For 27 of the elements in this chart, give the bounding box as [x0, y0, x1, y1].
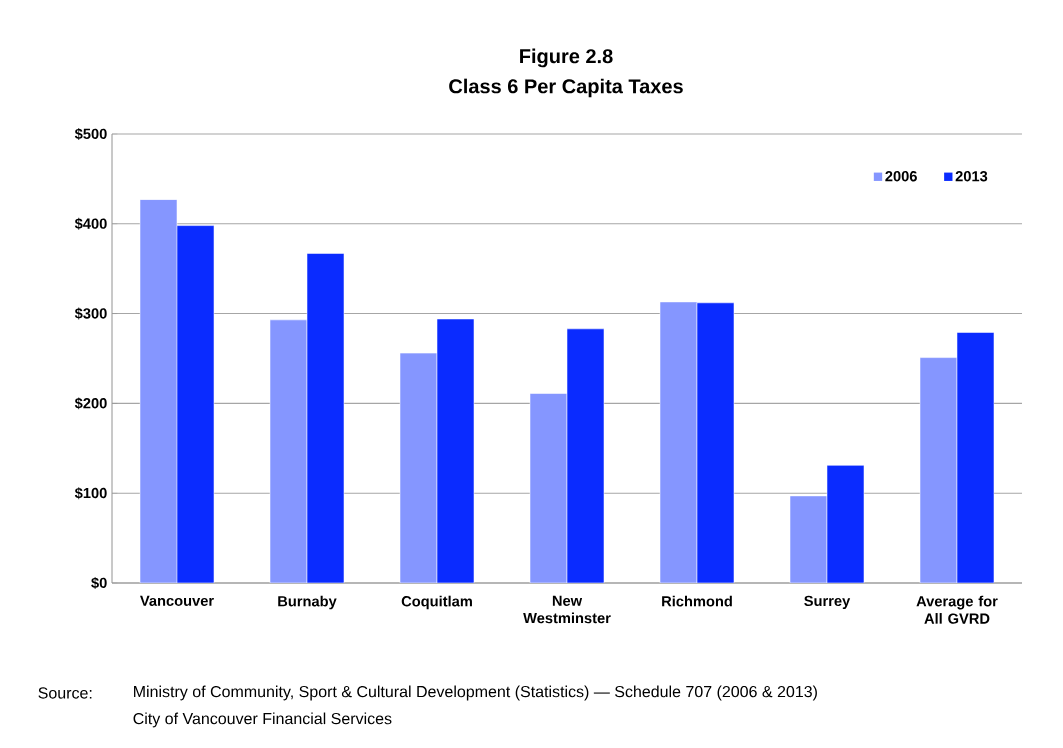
source-note: Source:: [38, 687, 92, 699]
y-tick-label: $300: [74, 307, 107, 320]
chart-subtitle: Class 6 Per Capita Taxes: [449, 78, 683, 98]
text: Ministry of Community, Sport & Cultural Development (Statistics) — Schedule 707 (2006 & 2013): [134, 685, 817, 701]
chart-title: Figure 2.8: [520, 48, 613, 68]
x-tick-label: New Westminster: [523, 595, 611, 624]
y-tick-label: $500: [74, 128, 107, 140]
x-tick-label: Average for All GVRD: [916, 595, 998, 624]
text: City of Vancouver Financial Services: [133, 712, 392, 728]
y-tick-label: $100: [74, 487, 107, 500]
x-tick-label: Richmond: [662, 595, 732, 607]
legend-label: 2013: [955, 171, 988, 182]
bar: [399, 352, 438, 583]
bar: [659, 301, 698, 583]
x-tick-label: Burnaby: [278, 595, 337, 610]
bar: [919, 357, 958, 583]
y-tick-label: $400: [74, 217, 107, 230]
bar: [529, 393, 568, 583]
bar: [789, 495, 828, 583]
x-tick-label: Vancouver: [140, 595, 214, 606]
bar: [139, 199, 178, 583]
y-tick-label: $0: [91, 577, 107, 589]
bar: [269, 319, 308, 583]
legend-label: 2006: [885, 171, 917, 182]
x-tick-label: Surrey: [804, 595, 851, 609]
x-tick-label: Coquitlam: [401, 595, 472, 610]
y-tick-label: $200: [74, 397, 107, 410]
